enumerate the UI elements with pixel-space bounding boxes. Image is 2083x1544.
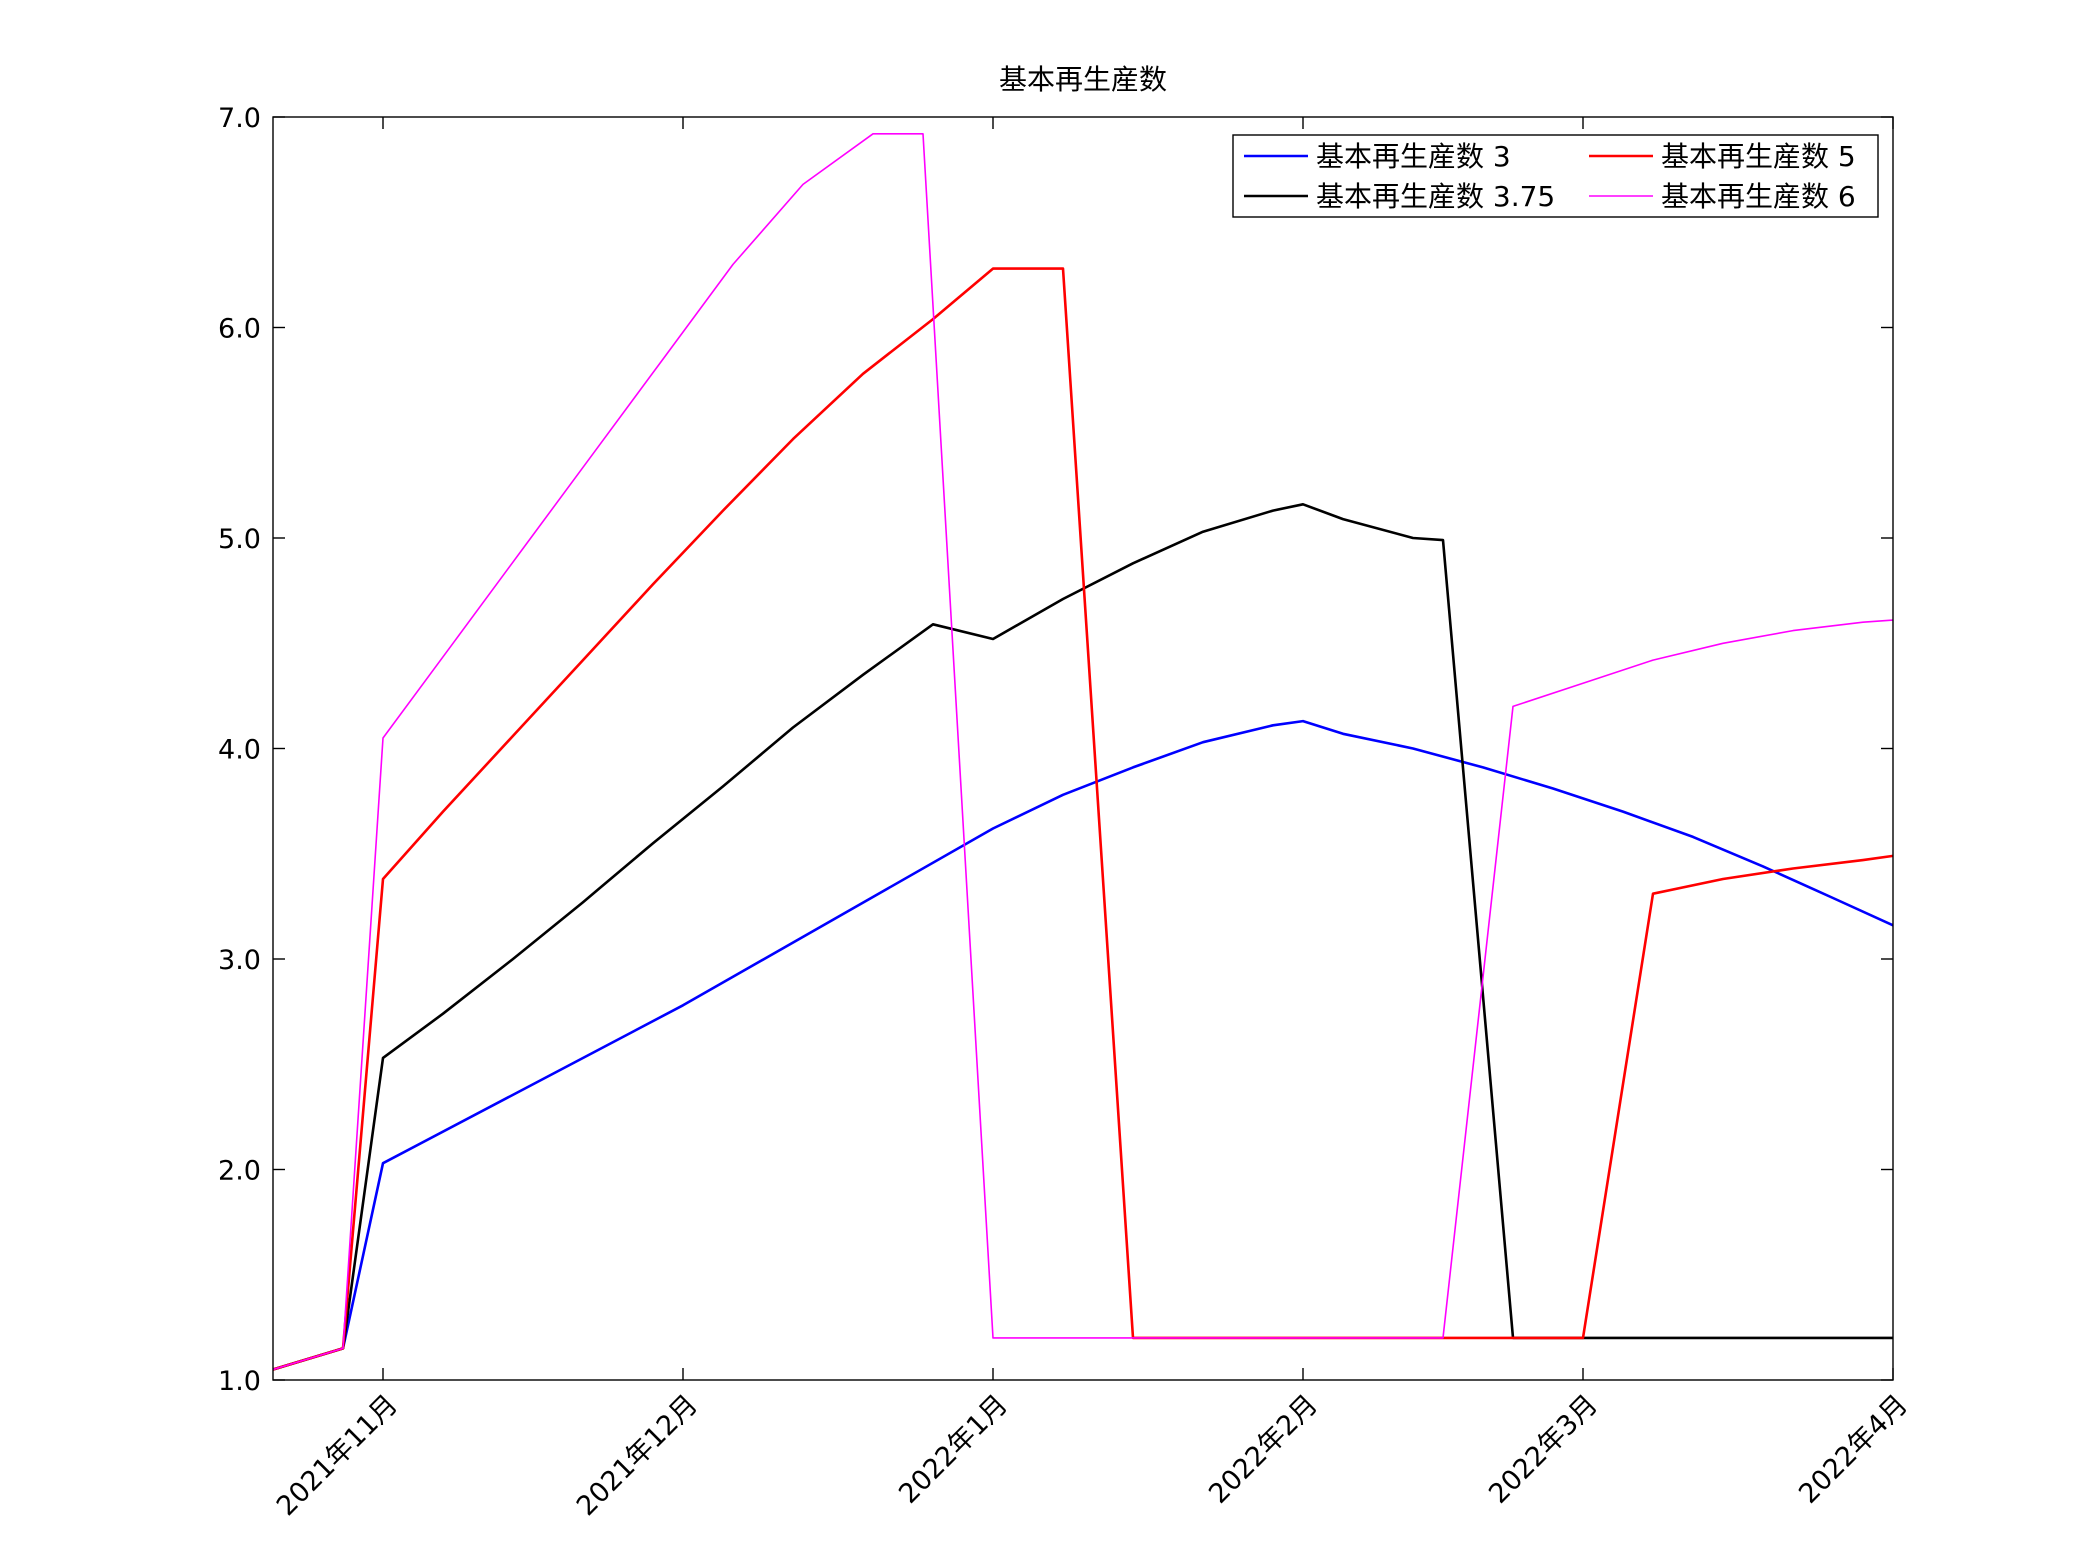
y-tick-label: 6.0 (218, 314, 261, 345)
legend-label: 基本再生産数 6 (1661, 180, 1856, 213)
chart-title: 基本再生産数 (999, 63, 1167, 96)
legend-label: 基本再生産数 5 (1661, 140, 1856, 173)
x-tick-label: 2021年12月 (571, 1389, 704, 1522)
x-tick-label: 2021年11月 (271, 1389, 404, 1522)
legend-label: 基本再生産数 3.75 (1316, 180, 1555, 213)
plot-frame (272, 116, 1894, 1381)
x-tick-label: 2022年2月 (1203, 1389, 1324, 1510)
x-tick-label: 2022年3月 (1483, 1389, 1604, 1510)
series-line-3 (272, 133, 1894, 1371)
series-layer (272, 133, 1894, 1371)
y-tick-label: 1.0 (218, 1366, 261, 1397)
legend-label: 基本再生産数 3 (1316, 140, 1511, 173)
x-tick-label: 2022年4月 (1793, 1389, 1914, 1510)
y-tick-label: 5.0 (218, 524, 261, 555)
y-tick-label: 3.0 (218, 945, 261, 976)
y-tick-label: 4.0 (218, 735, 261, 766)
series-line-1 (272, 502, 1893, 1371)
x-tick-label: 2022年1月 (893, 1389, 1014, 1510)
legend-box (1232, 134, 1879, 218)
series-line-0 (272, 719, 1894, 1371)
y-tick-label: 7.0 (218, 103, 261, 134)
series-line-2 (272, 267, 1894, 1371)
y-tick-label: 2.0 (218, 1156, 261, 1187)
legend: 基本再生産数 3 基本再生産数 3.75 基本再生産数 5 基本再生産数 6 (1232, 134, 1879, 218)
